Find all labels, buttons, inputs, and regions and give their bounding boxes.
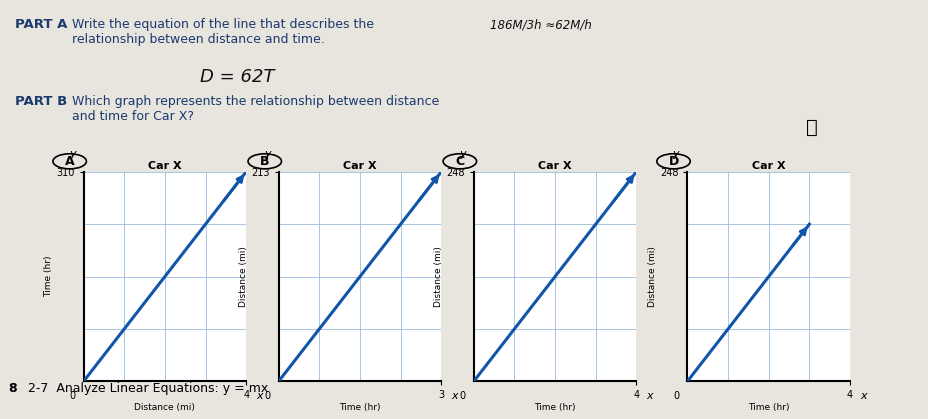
X-axis label: Time (hr): Time (hr) xyxy=(339,403,380,412)
X-axis label: Distance (mi): Distance (mi) xyxy=(135,403,195,412)
Text: 0: 0 xyxy=(458,391,465,401)
Text: A: A xyxy=(65,155,74,168)
Title: Car X: Car X xyxy=(537,161,572,171)
Text: 0: 0 xyxy=(672,391,678,401)
Text: x: x xyxy=(451,391,458,401)
Text: y: y xyxy=(264,149,270,159)
Text: x: x xyxy=(859,391,866,401)
Title: Car X: Car X xyxy=(148,161,182,171)
Y-axis label: Time (hr): Time (hr) xyxy=(45,256,54,297)
Text: D = 62T: D = 62T xyxy=(200,68,274,86)
Y-axis label: Distance (mi): Distance (mi) xyxy=(648,246,656,307)
Text: PART A: PART A xyxy=(15,18,68,31)
Title: Car X: Car X xyxy=(342,161,377,171)
Text: 2-7  Analyze Linear Equations: y = mx: 2-7 Analyze Linear Equations: y = mx xyxy=(28,382,268,395)
Text: 0: 0 xyxy=(69,391,75,401)
Text: C: C xyxy=(455,155,464,168)
Text: Write the equation of the line that describes the
relationship between distance : Write the equation of the line that desc… xyxy=(72,18,374,46)
Text: y: y xyxy=(69,149,75,159)
Text: ⓓ: ⓓ xyxy=(806,118,817,137)
Text: y: y xyxy=(672,149,678,159)
Text: PART B: PART B xyxy=(15,95,67,108)
Text: B: B xyxy=(260,155,269,168)
X-axis label: Time (hr): Time (hr) xyxy=(534,403,575,412)
Text: Which graph represents the relationship between distance
and time for Car X?: Which graph represents the relationship … xyxy=(72,95,439,123)
Y-axis label: Distance (mi): Distance (mi) xyxy=(239,246,248,307)
Text: x: x xyxy=(646,391,652,401)
Text: D: D xyxy=(667,155,678,168)
Text: 186M/3h ≈62M/h: 186M/3h ≈62M/h xyxy=(489,18,591,31)
Text: x: x xyxy=(256,391,263,401)
Text: y: y xyxy=(458,149,465,159)
X-axis label: Time (hr): Time (hr) xyxy=(747,403,789,412)
Text: 0: 0 xyxy=(264,391,270,401)
Y-axis label: Distance (mi): Distance (mi) xyxy=(434,246,443,307)
Title: Car X: Car X xyxy=(751,161,785,171)
Text: 8: 8 xyxy=(8,382,17,395)
